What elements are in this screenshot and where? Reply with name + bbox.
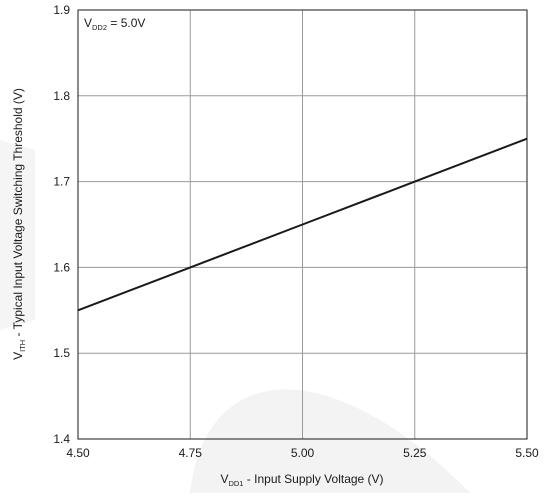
y-axis-label-main: V — [11, 352, 25, 360]
x-tick-label: 5.50 — [515, 446, 539, 460]
y-tick-label: 1.6 — [53, 260, 70, 274]
x-tick-label: 4.75 — [179, 446, 203, 460]
y-tick-label: 1.8 — [53, 89, 70, 103]
x-tick-label: 5.25 — [403, 446, 427, 460]
series-layer — [77, 137, 528, 312]
y-tick-label: 1.5 — [53, 346, 70, 360]
y-tick-label: 1.4 — [53, 432, 70, 446]
watermark-left-shape — [0, 140, 35, 330]
annotation-sub: DD2 — [92, 23, 107, 32]
series-line — [77, 137, 528, 312]
watermark-arc — [190, 389, 470, 493]
annotation-background — [79, 11, 167, 35]
x-axis-label-rest: - Input Supply Voltage (V) — [243, 472, 383, 486]
plot-frame — [77, 9, 528, 440]
annotation-text: VDD2 = 5.0V — [84, 16, 145, 32]
watermark — [0, 140, 470, 493]
y-tick-label: 1.7 — [53, 175, 70, 189]
tick-labels: 4.50 4.75 5.00 5.25 5.50 1.4 1.5 1.6 1.7 1.8 1.9 — [53, 3, 539, 460]
x-tick-label: 5.00 — [291, 446, 315, 460]
y-axis-label-rest: - Typical Input Voltage Switching Thresh… — [11, 88, 25, 340]
x-axis-label-sub: DD1 — [228, 479, 243, 488]
annotation: VDD2 = 5.0V — [79, 11, 167, 35]
x-axis-label: VDD1 - Input Supply Voltage (V) — [220, 472, 383, 488]
y-tick-label: 1.9 — [53, 3, 70, 17]
x-axis-label-main: V — [220, 472, 228, 486]
annotation-rest: = 5.0V — [107, 16, 145, 30]
y-axis-label-sub: ITH — [18, 340, 27, 352]
x-tick-label: 4.50 — [66, 446, 90, 460]
y-axis-label: VITH - Typical Input Voltage Switching T… — [11, 88, 27, 360]
annotation-main: V — [84, 16, 92, 30]
